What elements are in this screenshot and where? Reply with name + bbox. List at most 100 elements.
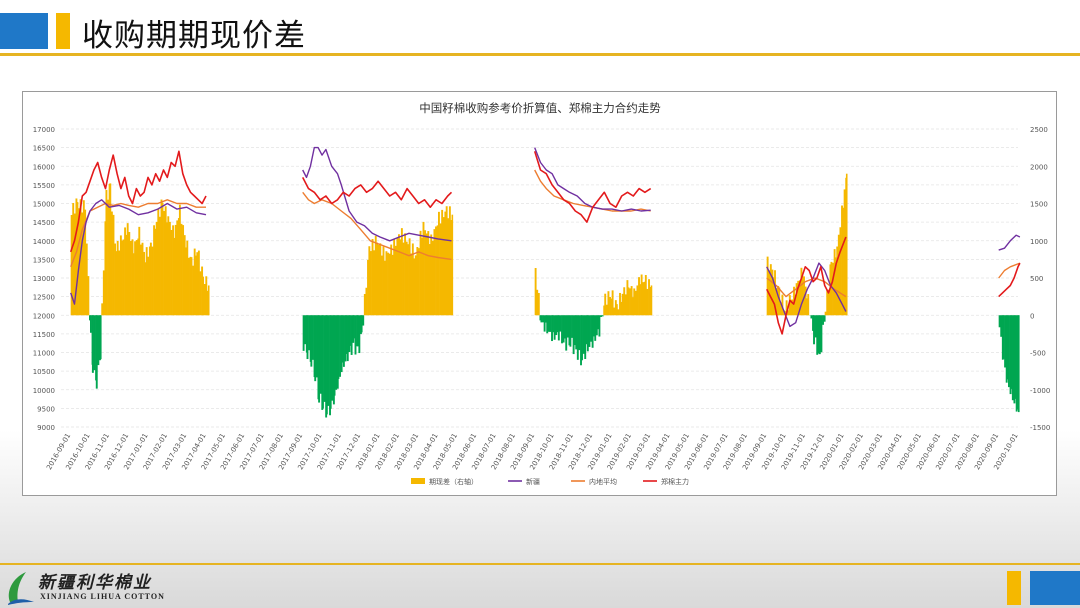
basis-bar [356, 315, 359, 347]
basis-bar [836, 246, 839, 316]
basis-bar [93, 315, 96, 371]
basis-bar [580, 315, 582, 366]
basis-bar [176, 220, 179, 316]
basis-bar [633, 288, 636, 316]
basis-bar [141, 242, 144, 316]
y-left-tick-label: 9000 [37, 424, 55, 432]
zhengmian-line [69, 150, 207, 253]
basis-bar [363, 293, 366, 316]
company-name-en: XINJIANG LIHUA COTTON [40, 592, 165, 601]
basis-bar [559, 315, 562, 332]
basis-bar [841, 205, 843, 316]
basis-bar [390, 244, 393, 316]
basis-bar [186, 240, 189, 316]
basis-bar [1002, 315, 1005, 359]
basis-bar [787, 310, 790, 316]
basis-bar [581, 315, 583, 361]
basis-bar [352, 315, 355, 339]
basis-bar [193, 248, 196, 316]
basis-bar [128, 231, 131, 316]
basis-bar [619, 292, 621, 316]
basis-bar [563, 315, 566, 339]
basis-bar [785, 300, 788, 316]
basis-bar [154, 228, 157, 316]
footer-rule [0, 563, 1080, 565]
basis-bar [335, 315, 338, 390]
basis-bar [542, 315, 544, 323]
basis-bar [145, 247, 148, 316]
basis-bar [102, 270, 105, 316]
basis-bar [614, 300, 617, 316]
basis-bar [549, 315, 552, 332]
basis-bar [112, 214, 115, 316]
basis-bar [574, 315, 577, 346]
basis-bar [341, 315, 344, 363]
basis-bar [789, 299, 792, 316]
basis-bar [794, 294, 797, 316]
basis-bar [122, 239, 125, 316]
y-right-tick-label: 500 [1030, 275, 1043, 283]
basis-bar [139, 244, 142, 316]
basis-bar [827, 289, 830, 316]
basis-bar [816, 315, 819, 355]
basis-bar [627, 287, 630, 316]
zhengmian-line [765, 236, 847, 335]
basis-bar [81, 212, 84, 316]
basis-bar [644, 275, 647, 316]
basis-bar [370, 251, 372, 316]
basis-bar [1014, 315, 1017, 399]
basis-bar [345, 315, 348, 354]
y-right-tick-label: 2000 [1030, 163, 1048, 171]
y-left-tick-label: 12000 [33, 312, 55, 320]
basis-bar [629, 288, 631, 316]
basis-bar [791, 299, 794, 316]
basis-bar [170, 229, 173, 316]
basis-bar [582, 315, 585, 354]
basis-bar [91, 315, 94, 373]
basis-bar [376, 242, 379, 316]
y-right-tick-label: -500 [1030, 350, 1046, 358]
basis-bar [562, 315, 565, 343]
basis-bar [839, 227, 842, 316]
basis-bar [183, 235, 186, 316]
basis-bar [539, 315, 542, 321]
basis-bar [383, 260, 386, 316]
basis-bar [781, 294, 784, 316]
basis-bar [571, 315, 573, 338]
chart-frame: 中国籽棉收购参考价折算值、郑棉主力合约走势 9000 9500 10000 10500… [22, 91, 1057, 496]
basis-bar [822, 315, 824, 325]
basis-bar [1008, 315, 1010, 388]
basis-bar [367, 259, 369, 316]
basis-bar [184, 247, 187, 316]
basis-bar [998, 315, 1001, 328]
basis-bar [373, 250, 376, 316]
basis-bar [131, 239, 134, 316]
y-left-tick-label: 14000 [33, 238, 55, 246]
basis-bar [380, 255, 383, 316]
basis-bar [798, 280, 801, 316]
basis-bar [134, 241, 137, 316]
basis-bar [636, 285, 639, 316]
y-right-tick-label: -1000 [1030, 387, 1050, 395]
basis-bar [157, 208, 160, 316]
basis-bar [801, 275, 804, 316]
basis-bar [87, 276, 90, 316]
basis-bar [207, 285, 210, 316]
basis-bar [613, 307, 616, 316]
basis-bar [346, 315, 349, 362]
basis-bar [623, 287, 626, 316]
basis-bar [447, 218, 450, 316]
basis-bar [642, 282, 645, 316]
basis-bar [354, 315, 357, 355]
basis-bar [630, 286, 633, 316]
basis-bar [588, 315, 591, 347]
basis-bar [385, 251, 388, 316]
basis-bar [843, 189, 846, 316]
basis-bar [806, 298, 809, 316]
basis-bar [408, 238, 411, 316]
y-left-tick-label: 11500 [33, 331, 55, 339]
basis-bar [778, 287, 781, 316]
basis-bar [173, 237, 176, 316]
basis-bar [646, 288, 649, 316]
basis-bar [640, 274, 643, 316]
